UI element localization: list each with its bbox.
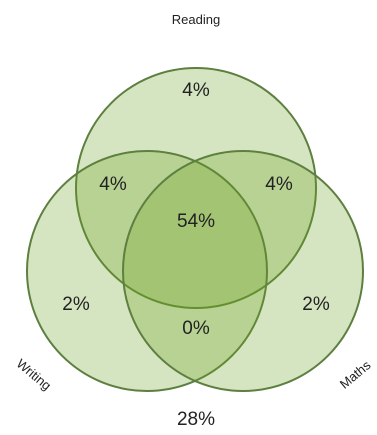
set-label-writing: Writing: [14, 356, 54, 393]
writing-circle: [26, 150, 268, 392]
region-reading-only: 4%: [182, 80, 210, 101]
region-reading-maths: 4%: [265, 174, 293, 195]
region-none: 28%: [177, 409, 215, 430]
region-writing-only: 2%: [62, 294, 90, 315]
reading-circle: [75, 67, 317, 309]
region-reading-writing: 4%: [99, 174, 127, 195]
set-label-maths: Maths: [337, 357, 374, 392]
region-writing-maths: 0%: [182, 318, 210, 339]
region-all-three: 54%: [177, 211, 215, 232]
region-maths-only: 2%: [302, 294, 330, 315]
maths-circle: [122, 150, 364, 392]
set-label-reading: Reading: [172, 12, 220, 27]
